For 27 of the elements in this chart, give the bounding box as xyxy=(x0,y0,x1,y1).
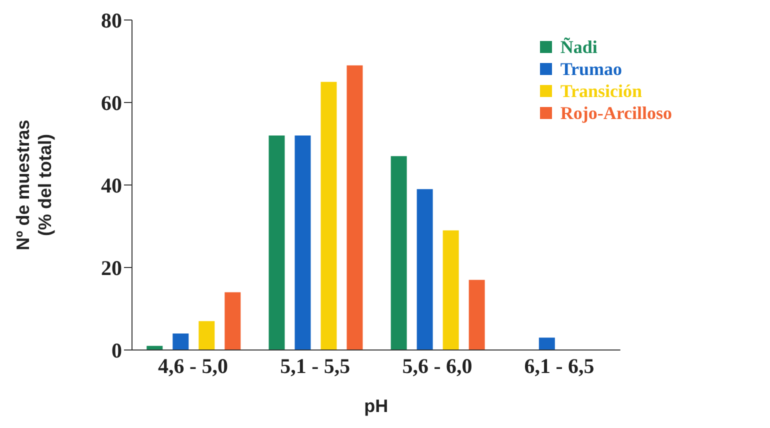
x-tick-label: 5,1 - 5,5 xyxy=(280,354,350,378)
y-tick-label: 40 xyxy=(101,173,122,198)
x-tick-label: 4,6 - 5,0 xyxy=(158,354,228,378)
bar xyxy=(442,230,459,350)
legend-label: Transición xyxy=(560,80,642,102)
legend-label: Ñadi xyxy=(560,36,598,58)
legend-label: Trumao xyxy=(560,58,622,80)
x-tick-label: 5,6 - 6,0 xyxy=(402,354,472,378)
legend-label: Rojo-Arcilloso xyxy=(560,102,672,124)
bar xyxy=(198,321,215,350)
bar xyxy=(390,156,407,350)
y-axis-title: Nº de muestras (% del total) xyxy=(13,120,55,250)
bar xyxy=(294,136,311,350)
x-tick-label: 6,1 - 6,5 xyxy=(524,354,594,378)
bar xyxy=(416,189,433,350)
bar xyxy=(320,82,337,350)
x-axis-title: pH xyxy=(364,396,388,416)
y-tick-label: 20 xyxy=(101,256,122,280)
bar xyxy=(538,338,555,350)
y-tick-label: 80 xyxy=(101,8,122,32)
bar xyxy=(268,136,285,350)
bar xyxy=(468,280,485,350)
bar xyxy=(224,292,241,350)
y-tick-label: 60 xyxy=(101,90,122,115)
y-tick-label: 0 xyxy=(112,338,122,362)
bar xyxy=(346,65,363,350)
bar xyxy=(172,334,189,350)
